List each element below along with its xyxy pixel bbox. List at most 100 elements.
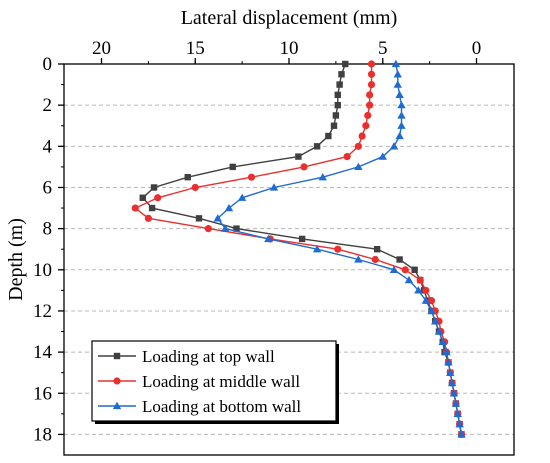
data-point [427, 306, 436, 315]
data-point [336, 81, 343, 88]
x-tick-label: 0 [472, 38, 482, 59]
data-point [131, 204, 139, 212]
legend-marker [112, 401, 122, 410]
data-point [295, 153, 302, 160]
y-tick-label: 4 [43, 136, 53, 157]
data-point [213, 214, 222, 222]
data-point [334, 91, 341, 99]
data-point [378, 152, 387, 160]
data-point [354, 162, 363, 171]
data-point [453, 409, 462, 417]
data-point [343, 153, 351, 161]
data-point [396, 256, 403, 263]
data-point [300, 163, 308, 171]
data-point [397, 100, 406, 109]
x-tick-label: 15 [186, 38, 205, 59]
data-point [364, 111, 372, 120]
data-point [224, 203, 234, 212]
data-point [312, 245, 322, 253]
data-point [150, 184, 158, 191]
legend-entry: Loading at middle wall [98, 372, 300, 391]
data-point [264, 234, 273, 243]
data-point [389, 265, 399, 273]
data-point [330, 122, 338, 129]
legend-entry: Loading at bottom wall [98, 397, 301, 416]
x-tick-label: 10 [280, 38, 299, 59]
data-point [233, 225, 240, 232]
data-point [371, 255, 379, 264]
data-point [447, 378, 457, 387]
data-point [395, 131, 404, 140]
y-tick-label: 2 [43, 95, 53, 116]
data-point [354, 255, 363, 263]
data-point [421, 296, 431, 304]
data-point [446, 368, 455, 376]
legend-marker [113, 352, 121, 360]
data-point [427, 297, 436, 305]
y-tick-label: 14 [33, 342, 53, 363]
data-point [247, 173, 256, 181]
data-point [434, 327, 444, 335]
data-point [391, 59, 401, 68]
data-point [457, 430, 466, 438]
data-point [451, 399, 461, 407]
data-point [148, 204, 156, 212]
legend-label: Loading at top wall [142, 347, 275, 366]
legend-label: Loading at middle wall [142, 372, 300, 391]
data-point [362, 122, 370, 130]
data-point [397, 121, 406, 129]
data-point [184, 173, 191, 181]
data-point [389, 142, 399, 150]
legend-label: Loading at bottom wall [142, 397, 301, 416]
data-point [449, 389, 459, 397]
data-point [313, 143, 321, 150]
data-point [393, 70, 402, 78]
data-point [342, 60, 349, 68]
x-tick-label: 20 [92, 38, 111, 59]
data-point [393, 80, 402, 88]
data-point [397, 111, 406, 119]
y-tick-label: 10 [33, 260, 52, 281]
data-point [354, 142, 362, 150]
x-tick-label: 5 [378, 38, 388, 59]
data-point [139, 194, 146, 201]
data-point [358, 132, 366, 140]
data-point [395, 90, 404, 99]
y-tick-label: 12 [33, 301, 52, 322]
data-point [332, 112, 340, 119]
legend: Loading at top wall Loading at middle wal… [91, 340, 339, 424]
y-tick-label: 6 [43, 177, 53, 198]
data-point [373, 246, 381, 253]
data-point [334, 245, 342, 253]
data-point [298, 235, 306, 243]
data-point [221, 224, 230, 232]
data-point [154, 194, 162, 202]
data-point [338, 71, 345, 78]
series-layer [131, 59, 466, 439]
data-point [455, 419, 464, 428]
data-point [318, 172, 327, 181]
x-axis-title: Lateral displacement (mm) [181, 7, 398, 29]
data-point [411, 266, 418, 273]
data-point [325, 132, 332, 140]
axis-ticks: 20 15 10 5 0 0 2 4 6 8 10 12 14 16 18 [33, 38, 481, 445]
data-point [195, 215, 203, 222]
data-point [444, 358, 453, 366]
data-point [422, 286, 430, 294]
y-tick-label: 18 [33, 424, 52, 445]
data-point [144, 214, 152, 222]
data-point [416, 276, 424, 284]
data-point [367, 80, 376, 89]
data-point [269, 183, 279, 191]
data-point [204, 225, 212, 233]
data-point [366, 101, 374, 109]
y-tick-label: 16 [33, 383, 52, 404]
data-point [229, 163, 236, 171]
series-triangle [213, 59, 466, 438]
data-point [366, 91, 374, 99]
data-point [438, 337, 447, 345]
data-point [431, 317, 440, 325]
data-point [237, 193, 247, 201]
data-point [401, 266, 409, 274]
